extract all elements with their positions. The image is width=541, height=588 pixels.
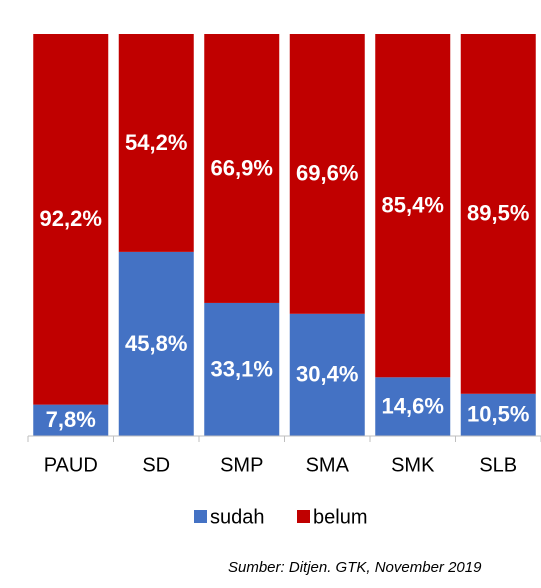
x-tick-label: SLB xyxy=(479,454,517,476)
x-tick-label: SMA xyxy=(306,454,350,476)
data-label: 89,5% xyxy=(467,201,529,226)
data-label: 10,5% xyxy=(467,402,529,427)
data-label: 54,2% xyxy=(125,130,187,155)
data-label: 33,1% xyxy=(211,356,273,381)
bar-segment xyxy=(460,34,536,394)
bar-segment xyxy=(289,34,365,314)
legend-swatch xyxy=(297,510,310,523)
bar-segment xyxy=(118,34,194,252)
x-tick-label: PAUD xyxy=(44,454,98,476)
legend-label: belum xyxy=(313,506,367,528)
bar-segment xyxy=(375,34,451,378)
legend-swatch xyxy=(194,510,207,523)
data-label: 92,2% xyxy=(40,206,102,231)
bar-segment xyxy=(204,34,280,303)
x-tick-label: SMP xyxy=(220,454,263,476)
x-tick-label: SD xyxy=(142,454,170,476)
source-note: Sumber: Ditjen. GTK, November 2019 xyxy=(228,559,482,576)
bar-segment xyxy=(375,377,451,436)
bar-segment xyxy=(33,34,109,405)
data-label: 7,8% xyxy=(46,407,96,432)
x-tick-label: SMK xyxy=(391,454,435,476)
bar-segment xyxy=(33,404,109,436)
bar-segment xyxy=(118,251,194,436)
bar-segment xyxy=(460,393,536,436)
bar-segment xyxy=(204,302,280,436)
data-label: 14,6% xyxy=(382,393,444,418)
data-label: 66,9% xyxy=(211,155,273,180)
data-label: 85,4% xyxy=(382,192,444,217)
data-label: 45,8% xyxy=(125,331,187,356)
legend-label: sudah xyxy=(210,506,265,528)
data-label: 30,4% xyxy=(296,362,358,387)
data-label: 69,6% xyxy=(296,161,358,186)
bar-segment xyxy=(289,313,365,436)
